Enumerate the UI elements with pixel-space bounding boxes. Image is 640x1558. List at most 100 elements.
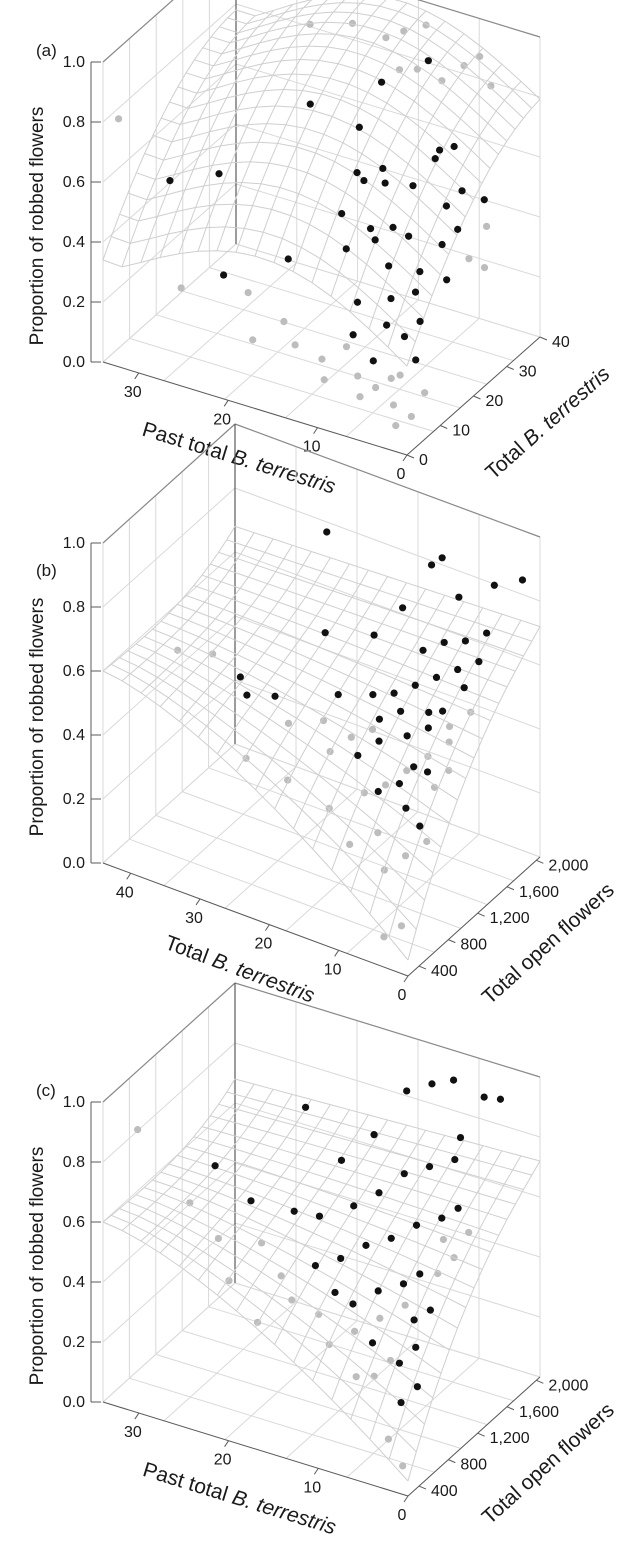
x-tick-label: 0 — [397, 466, 406, 483]
point-above-surface — [399, 1280, 408, 1288]
point-below-surface — [465, 1228, 473, 1237]
point-above-surface — [301, 1103, 310, 1111]
surface-mesh-line — [226, 539, 532, 642]
point-below-surface — [382, 34, 390, 42]
surface-mesh-line — [102, 250, 408, 367]
point-above-surface — [412, 1343, 420, 1351]
point-above-surface — [416, 317, 424, 325]
surface-mesh-line — [226, 1091, 532, 1176]
point-above-surface — [355, 123, 363, 131]
x-tick — [223, 400, 229, 407]
y-tick — [418, 965, 427, 970]
point-above-surface — [381, 179, 389, 187]
back-wall-gridline — [102, 183, 237, 303]
surface-mesh-line — [235, 0, 365, 253]
surface-mesh-line — [235, 569, 369, 772]
y-tick — [473, 395, 481, 400]
y-tick-label: 0 — [419, 452, 428, 469]
point-above-surface — [306, 100, 314, 108]
point-above-surface — [397, 707, 405, 715]
surface-mesh-line — [159, 544, 293, 707]
point-above-surface — [423, 768, 432, 776]
point-above-surface — [315, 1212, 324, 1220]
point-above-surface — [321, 629, 329, 637]
point-above-surface — [412, 1221, 421, 1229]
point-above-surface — [443, 276, 451, 284]
panel-c: 0.0 0.2 0.4 0.6 0.8 1.0 Proportion of robbed f… — [27, 982, 619, 1539]
y-axis-title: Total B. terrestris — [481, 362, 614, 484]
y-tick-label: 10 — [452, 423, 470, 440]
z-tick-label: 0.8 — [63, 599, 85, 616]
floor-gridline — [156, 314, 461, 409]
x-tick — [313, 427, 319, 434]
point-below-surface — [306, 20, 314, 28]
surface-mesh-line — [140, 9, 275, 263]
back-wall-gridline — [102, 63, 237, 183]
point-below-surface — [342, 343, 351, 351]
box-top-edge — [417, 0, 541, 38]
floor-gridline — [345, 318, 480, 437]
surface-mesh-line — [273, 2, 408, 263]
point-above-surface — [424, 724, 432, 732]
point-above-surface — [166, 177, 174, 185]
z-tick-label: 0.0 — [63, 1394, 85, 1411]
z-tick-label: 0.6 — [63, 174, 85, 191]
point-below-surface — [284, 719, 293, 727]
floor-gridline — [234, 1282, 541, 1378]
surface-mesh-line — [216, 0, 346, 251]
y-tick — [506, 1406, 515, 1411]
y-tick — [536, 1379, 544, 1384]
point-above-surface — [419, 646, 427, 654]
point-above-surface — [424, 57, 432, 65]
point-below-surface — [397, 922, 406, 930]
point-above-surface — [480, 196, 488, 204]
back-wall-gridline — [102, 615, 236, 736]
point-below-surface — [177, 284, 185, 292]
point-above-surface — [354, 751, 362, 760]
point-above-surface — [480, 1093, 488, 1101]
point-above-surface — [243, 691, 251, 699]
x-tick — [403, 975, 409, 983]
z-tick-label: 0.2 — [63, 294, 85, 311]
point-below-surface — [407, 412, 415, 421]
point-above-surface — [379, 164, 387, 173]
x-tick-label: 40 — [116, 884, 134, 901]
surface-mesh-line — [102, 1078, 236, 1223]
fitted-surface — [102, 525, 541, 961]
panel-a: 0.0 0.2 0.4 0.6 0.8 1.0 Proportion of robbed f… — [27, 0, 615, 499]
x-tick-label: 20 — [214, 1452, 232, 1469]
point-above-surface — [395, 780, 404, 788]
point-above-surface — [449, 1076, 458, 1084]
point-above-surface — [395, 1359, 404, 1367]
back-wall-gridline — [234, 1042, 541, 1138]
floor-gridline — [102, 243, 237, 363]
z-tick-label: 0.8 — [63, 114, 85, 131]
point-above-surface — [215, 170, 223, 178]
y-tick — [448, 1459, 456, 1464]
point-above-surface — [454, 665, 462, 674]
surface-mesh-line — [216, 563, 350, 755]
point-below-surface — [445, 722, 454, 731]
y-tick — [539, 336, 548, 341]
surface-mesh-line — [121, 15, 256, 268]
box-top-edge — [102, 982, 236, 1103]
point-below-surface — [421, 389, 429, 397]
point-below-surface — [413, 65, 421, 73]
y-tick — [418, 1485, 427, 1490]
panel-label: (a) — [36, 41, 57, 60]
point-above-surface — [460, 684, 468, 692]
panel-label: (b) — [36, 561, 57, 580]
panel-label: (c) — [36, 1081, 56, 1100]
z-axis-title: Proportion of robbed flowers — [27, 1147, 48, 1386]
x-tick — [313, 1468, 319, 1475]
point-above-surface — [432, 673, 441, 682]
point-above-surface — [284, 255, 292, 263]
point-above-surface — [375, 1189, 383, 1197]
point-below-surface — [445, 766, 453, 775]
x-axis — [102, 1401, 409, 1497]
point-above-surface — [483, 629, 491, 637]
point-below-surface — [439, 1235, 448, 1244]
point-above-surface — [353, 169, 361, 177]
point-below-surface — [438, 77, 446, 85]
floor-gridline — [285, 811, 419, 932]
